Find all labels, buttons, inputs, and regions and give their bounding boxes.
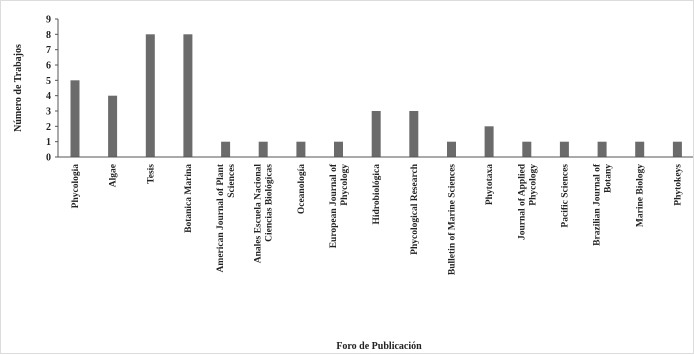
- y-tick-label: 4: [46, 91, 51, 102]
- bar-11: [447, 141, 456, 157]
- x-tick-label: Botanica Marina: [184, 164, 194, 233]
- bar-9: [371, 111, 381, 157]
- x-tick-label: European Journal ofPhycology: [329, 163, 350, 248]
- x-tick-label: Bulletin of Marine Sciences: [447, 164, 457, 275]
- y-axis-label: Número de Trabajos: [13, 44, 24, 132]
- x-tick-label: Tesis: [146, 164, 156, 184]
- y-tick-label: 5: [46, 76, 51, 87]
- bar-1: [70, 80, 80, 157]
- bar-16: [635, 141, 645, 157]
- x-axis-label: Foro de Publicación: [336, 341, 422, 352]
- x-tick-label: Oceanología: [297, 164, 307, 214]
- bar-14: [559, 141, 569, 157]
- x-tick-label: Pacific Sciences: [560, 164, 570, 228]
- y-tick-label: 2: [46, 122, 51, 133]
- x-tick-label: Phycologia: [71, 164, 81, 209]
- x-tick-label: Marine Biology: [636, 164, 646, 227]
- x-tick-label: Hidrobiológica: [372, 164, 382, 225]
- y-tick-label: 3: [46, 107, 51, 118]
- bar-2: [108, 95, 118, 157]
- x-tick-label: Anales Escuela NacionalCiencias Biológic…: [254, 164, 275, 264]
- bar-13: [522, 141, 532, 157]
- y-tick-label: 8: [46, 30, 51, 41]
- bar-8: [334, 141, 343, 157]
- bar-15: [597, 141, 607, 157]
- y-tick-label: 1: [46, 137, 51, 148]
- bar-5: [221, 141, 231, 157]
- y-tick-label: 0: [46, 153, 51, 164]
- y-tick-label: 9: [46, 15, 51, 26]
- bar-3: [145, 34, 155, 157]
- x-tick-label: Phytokeys: [673, 164, 683, 206]
- bar-12: [484, 126, 494, 157]
- y-tick-label: 6: [46, 61, 51, 72]
- bar-17: [672, 141, 682, 157]
- x-tick-label: Journal of AppliedPhycology: [517, 163, 538, 240]
- x-tick-label: Algae: [109, 164, 119, 187]
- x-tick-label: Phycological Research: [410, 163, 420, 255]
- x-tick-label: Phytotaxa: [485, 164, 495, 205]
- bar-6: [258, 141, 268, 157]
- x-tick-label: American Journal of PlantSciences: [216, 163, 237, 272]
- bar-4: [183, 34, 193, 157]
- bar-7: [296, 141, 306, 157]
- bar-10: [409, 111, 419, 157]
- y-tick-label: 7: [46, 45, 51, 56]
- x-tick-label: Brazilian Journal ofBotany: [593, 163, 614, 246]
